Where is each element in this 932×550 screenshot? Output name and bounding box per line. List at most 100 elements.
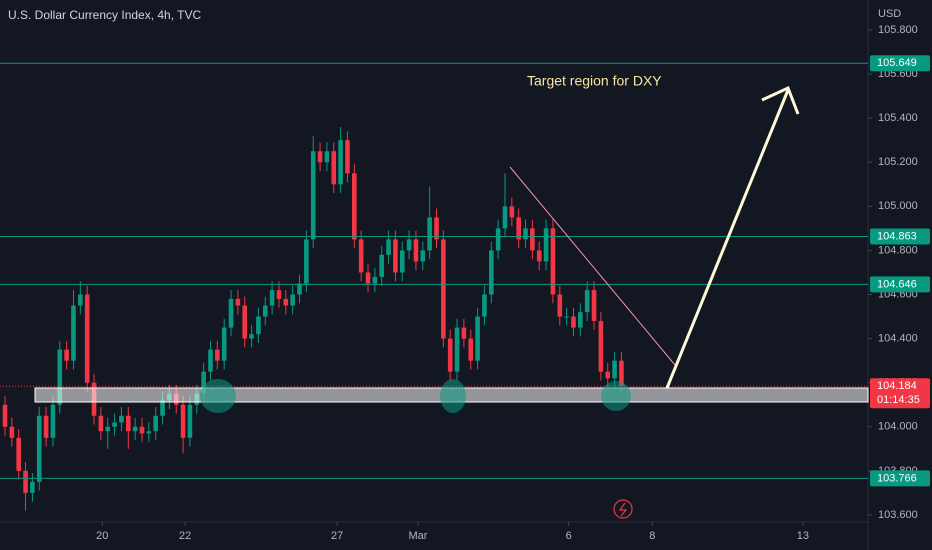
candle-body	[221, 327, 227, 361]
candle-body	[543, 228, 549, 262]
candle-body	[427, 217, 432, 251]
level-label: 105.649	[877, 57, 917, 69]
candle-body	[386, 239, 391, 255]
candle-body	[468, 338, 474, 361]
event-icon	[618, 502, 628, 517]
candle-body	[78, 294, 83, 306]
candle-body	[584, 290, 590, 313]
candle-body	[84, 294, 90, 383]
candle-body	[550, 228, 556, 295]
candle-body	[420, 250, 426, 262]
y-tick-label: 104.400	[878, 333, 918, 345]
candle-body	[317, 151, 323, 163]
candle-body	[564, 316, 569, 318]
x-tick-label: 27	[331, 530, 343, 542]
candle-body	[523, 228, 528, 240]
annotation: Target region for DXY	[527, 73, 662, 89]
candle-body	[2, 404, 8, 427]
candle-body	[242, 305, 248, 339]
trend-line	[509, 166, 676, 366]
candle-body	[228, 298, 234, 328]
touch-marker	[440, 379, 466, 413]
chart-title: U.S. Dollar Currency Index, 4h, TVC	[8, 8, 202, 22]
candle-body	[399, 250, 405, 273]
candle-body	[297, 283, 302, 295]
candle-body	[201, 371, 206, 394]
candle-body	[482, 294, 487, 317]
candle-body	[352, 173, 357, 240]
candle-body	[180, 404, 186, 438]
candle-body	[153, 415, 158, 432]
y-tick-label: 105.200	[878, 156, 918, 168]
event-icon	[613, 499, 633, 519]
candle-body	[304, 239, 309, 284]
y-tick-label: 105.400	[878, 112, 918, 124]
candle-body	[530, 228, 535, 251]
candle-body	[249, 334, 254, 339]
candle-body	[16, 437, 21, 471]
x-tick-label: 20	[96, 530, 108, 542]
candle-body	[125, 415, 131, 432]
candle-body	[578, 312, 583, 328]
candle-body	[447, 338, 453, 372]
candle-body	[605, 371, 611, 379]
candle-body	[358, 239, 364, 273]
candle-body	[571, 316, 576, 328]
candle-body	[324, 151, 330, 163]
target-arrow	[665, 89, 790, 389]
touch-marker	[601, 381, 631, 411]
candle-body	[509, 206, 515, 218]
candle-body	[71, 305, 76, 361]
candle-body	[441, 239, 446, 339]
candle-body	[262, 305, 268, 317]
y-axis-label: USD	[878, 8, 901, 20]
level-label-box	[870, 55, 930, 72]
touch-marker	[200, 379, 236, 413]
candle-body	[50, 404, 56, 438]
candle-body	[516, 217, 521, 240]
candle-body	[379, 254, 385, 277]
countdown-label: 01:14:35	[877, 394, 920, 406]
plot-area	[0, 62, 868, 511]
candle-body	[290, 294, 295, 306]
x-tick-label: 6	[566, 530, 572, 542]
candle-body	[215, 349, 220, 361]
candle-body	[283, 298, 289, 306]
candle-body	[372, 276, 378, 284]
level-label: 104.646	[877, 278, 917, 290]
candle-body	[598, 320, 604, 372]
candle-body	[112, 422, 117, 427]
candle-body	[310, 151, 316, 240]
candle-body	[591, 290, 597, 321]
candle-body	[187, 404, 193, 438]
candle-body	[413, 239, 419, 262]
candle-body	[9, 426, 15, 438]
candle-body	[434, 217, 439, 240]
candle-body	[105, 426, 111, 432]
candle-body	[393, 239, 398, 273]
level-label-box	[870, 228, 930, 245]
drawings: Target region for DXY	[34, 73, 869, 519]
candle-body	[461, 327, 467, 339]
candle-body	[276, 290, 282, 299]
last-price-box	[870, 378, 930, 409]
level-label-box	[870, 276, 930, 293]
candle-body	[146, 431, 152, 434]
candle-body	[331, 151, 337, 185]
candle-body	[43, 415, 49, 438]
candle-body	[132, 426, 138, 432]
candle-body	[23, 470, 28, 493]
candle-body	[345, 140, 350, 174]
candle-body	[365, 272, 371, 284]
x-tick-label: Mar	[409, 530, 428, 542]
candle-body	[536, 250, 542, 262]
candle-body	[208, 349, 213, 372]
y-tick-label: 105.000	[878, 200, 918, 212]
candle-body	[488, 250, 494, 295]
candle-body	[235, 298, 241, 306]
candle-body	[619, 360, 624, 387]
candle-body	[98, 415, 104, 432]
